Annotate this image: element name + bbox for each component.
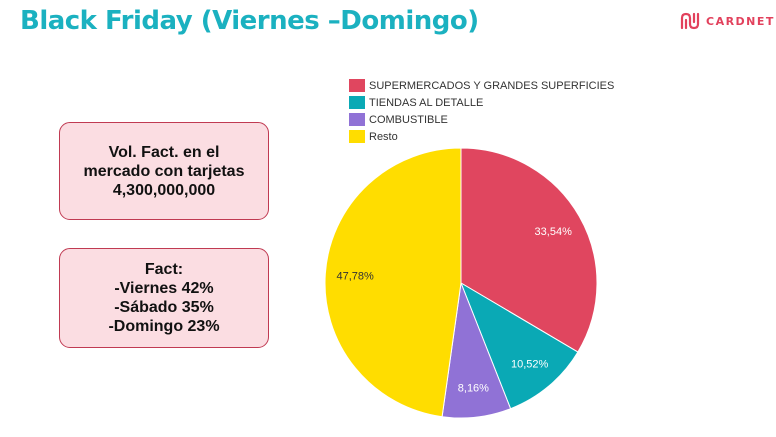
box-line: -Viernes 42% [114, 280, 214, 297]
legend-item: COMBUSTIBLE [349, 111, 614, 128]
slice-label: 10,52% [511, 358, 549, 370]
box-line: 4,300,000,000 [112, 181, 216, 199]
box-line: Fact: [144, 261, 184, 278]
pie-slice [324, 147, 462, 418]
legend-swatch [349, 79, 365, 92]
legend-swatch [349, 96, 365, 109]
legend-label: SUPERMERCADOS Y GRANDES SUPERFICIES [369, 79, 615, 92]
chart-legend: SUPERMERCADOS Y GRANDES SUPERFICIES TIEN… [349, 77, 614, 145]
slice-label: 47,78% [337, 271, 375, 283]
legend-swatch [349, 130, 365, 143]
billing-by-day-box: Fact: -Viernes 42% -Sábado 35% -Domingo … [59, 248, 269, 348]
market-volume-box: Vol. Fact. en el mercado con tarjetas 4,… [59, 122, 269, 220]
brand-logo: CARDNET [680, 12, 775, 30]
legend-label: TIENDAS AL DETALLE [369, 96, 484, 109]
slice-label: 33,54% [535, 226, 573, 238]
box-line: Vol. Fact. en el [108, 143, 220, 161]
legend-item: SUPERMERCADOS Y GRANDES SUPERFICIES [349, 77, 614, 94]
pie-slice [460, 281, 579, 410]
legend-swatch [349, 113, 365, 126]
box-line: -Sábado 35% [114, 299, 214, 316]
slice-label: 8,16% [458, 383, 489, 395]
page-title: Black Friday (Viernes –Domingo) [20, 6, 479, 36]
legend-label: Resto [369, 130, 398, 143]
box-line: mercado con tarjetas [83, 162, 245, 180]
pie-slice [460, 147, 598, 353]
legend-item: TIENDAS AL DETALLE [349, 94, 614, 111]
legend-item: Resto [349, 128, 614, 145]
box-line: -Domingo 23% [108, 318, 220, 335]
legend-label: COMBUSTIBLE [369, 113, 448, 126]
cardnet-logo-icon [680, 12, 700, 30]
logo-text: CARDNET [706, 14, 775, 28]
